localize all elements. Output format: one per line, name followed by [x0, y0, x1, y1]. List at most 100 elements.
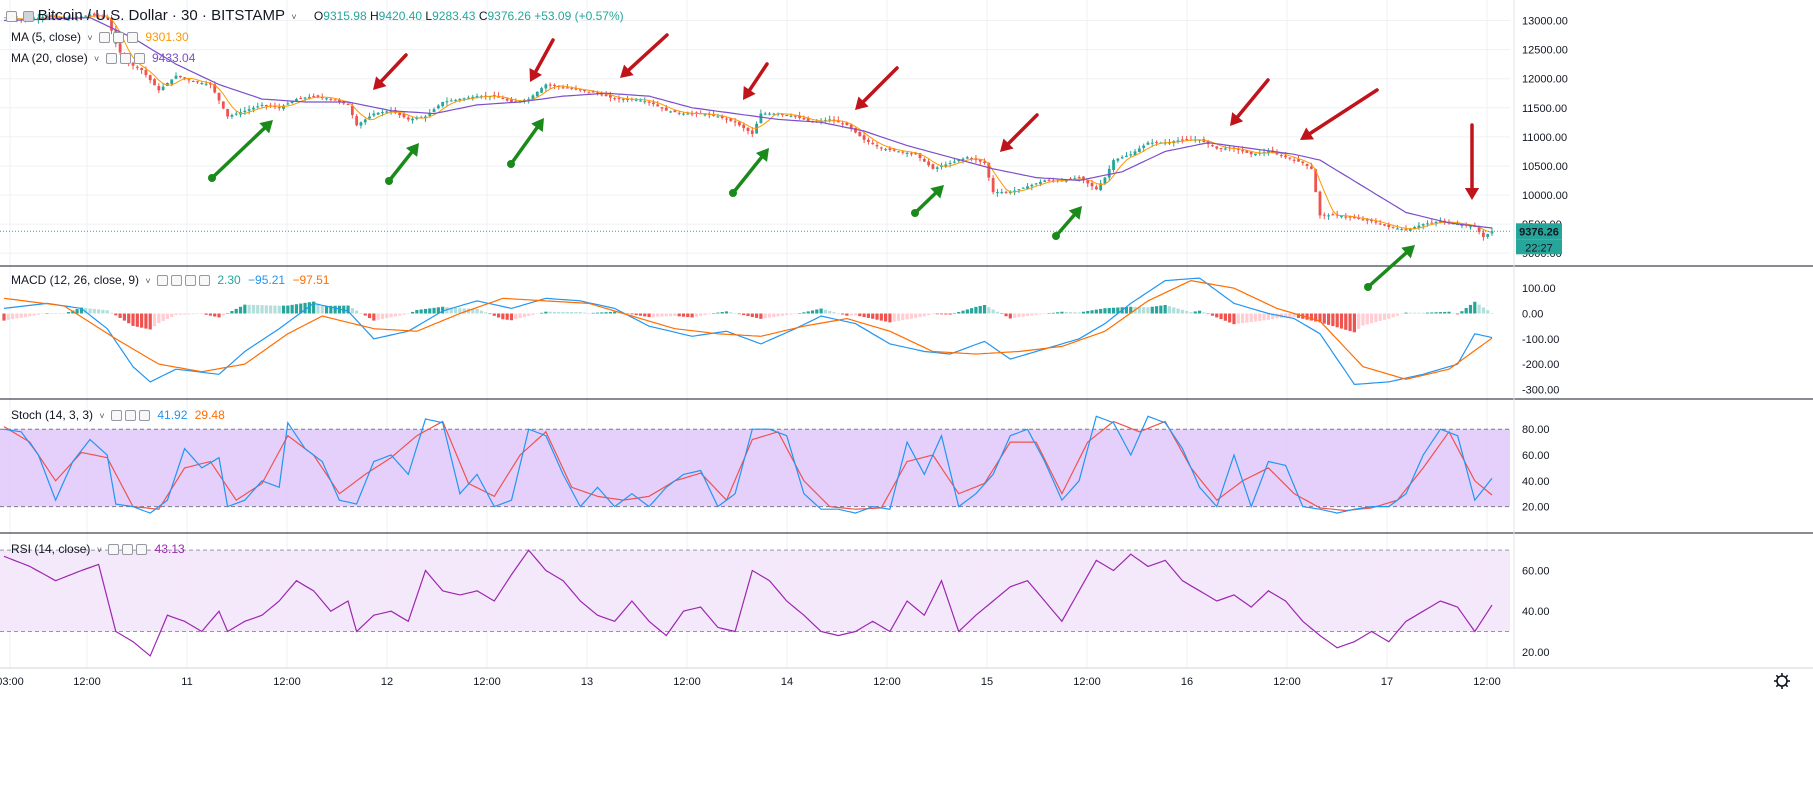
macd-hist-bar — [793, 313, 797, 315]
candle-body — [153, 79, 156, 86]
macd-hist-bar — [19, 313, 23, 318]
macd-hist-bar — [871, 313, 875, 319]
macd-hist-bar — [965, 309, 969, 314]
close-label: C — [478, 9, 488, 23]
macd-hist-bar — [436, 307, 440, 314]
candle-body — [729, 118, 733, 121]
eye-icon[interactable] — [111, 410, 122, 421]
candle-body — [789, 115, 793, 117]
symbol-legend[interactable]: Bitcoin / U.S. Dollar · 30 · BITSTAMP ˅ … — [6, 7, 624, 24]
chart-type-icon[interactable] — [23, 11, 35, 22]
close-icon[interactable] — [133, 53, 145, 64]
macd-hist-bar — [944, 313, 948, 315]
macd-hist-bar — [630, 313, 634, 315]
macd-hist-bar — [165, 313, 170, 319]
symbol-title: Bitcoin / U.S. Dollar · 30 · BITSTAMP — [37, 7, 285, 24]
candle-body — [660, 107, 664, 109]
chevron-down-icon[interactable]: ˅ — [96, 545, 102, 555]
candle-body — [1469, 226, 1472, 228]
candle-body — [604, 94, 608, 97]
ma20-legend[interactable]: MA (20, close) ˅ 9433.04 — [11, 51, 195, 65]
candle-body — [1309, 166, 1313, 169]
macd-hist-bar — [1245, 313, 1249, 323]
rsi-legend[interactable]: RSI (14, close) ˅ 43.13 — [11, 542, 185, 556]
macd-hist-bar — [1430, 312, 1434, 314]
candle-body — [948, 163, 952, 165]
arrow-up-head — [1401, 245, 1415, 259]
eye-icon[interactable] — [108, 544, 120, 555]
ma5-legend[interactable]: MA (5, close) ˅ 9301.30 — [11, 30, 189, 44]
macd-hist-bar — [1490, 313, 1494, 314]
gear-icon[interactable] — [112, 32, 124, 43]
arrow-down-head — [1464, 187, 1480, 200]
macd-hist-bar — [1318, 313, 1322, 323]
chevron-down-icon[interactable]: ˅ — [87, 33, 93, 43]
macd-hist-bar — [746, 313, 750, 317]
macd-hist-bar — [922, 313, 926, 317]
macd-hist-bar — [1438, 312, 1442, 314]
gear-tooth — [1784, 674, 1789, 679]
candle-body — [1374, 221, 1378, 223]
macd-hist-bar — [841, 313, 845, 315]
candle-body — [1301, 161, 1305, 164]
close-icon[interactable] — [126, 32, 138, 43]
macd-hist-bar — [1322, 313, 1326, 324]
macd-hist-bar — [148, 313, 152, 330]
arrow-up-shaft — [913, 191, 938, 215]
candle-body — [1340, 216, 1343, 218]
gear-icon[interactable] — [125, 410, 136, 421]
eye-icon[interactable] — [98, 32, 110, 43]
candle-body — [191, 81, 195, 83]
macd-hist-bar — [372, 313, 376, 321]
macd-hist-bar — [974, 306, 978, 314]
macd-hist-bar — [135, 313, 139, 327]
eye-icon[interactable] — [157, 275, 168, 286]
candle-body — [41, 16, 45, 19]
macd-hist-bar — [355, 310, 359, 314]
chevron-down-icon[interactable]: ˅ — [145, 276, 151, 286]
close-icon[interactable] — [136, 544, 148, 555]
candle-body — [596, 92, 599, 94]
close-icon[interactable] — [199, 275, 210, 286]
candle-body — [871, 142, 875, 145]
gear-icon[interactable] — [122, 544, 134, 555]
arrow-down-shaft — [861, 66, 899, 104]
macd-hist-bar — [660, 313, 664, 317]
chevron-down-icon[interactable]: ˅ — [99, 411, 105, 421]
gear-icon[interactable] — [171, 275, 182, 286]
collapse-icon[interactable] — [6, 11, 17, 22]
candle-body — [363, 119, 367, 123]
eye-icon[interactable] — [105, 53, 117, 64]
candle-body — [234, 113, 238, 115]
macd-tick-label: -200.00 — [1522, 359, 1559, 371]
macd-hist-bar — [1094, 309, 1098, 314]
macd-legend[interactable]: MACD (12, 26, close, 9) ˅ 2.30 −95.21 −9… — [11, 273, 329, 287]
macd-hist-bar — [264, 305, 268, 314]
candle-body — [411, 118, 414, 121]
macd-hist-bar — [122, 313, 127, 321]
chevron-down-icon[interactable]: ˅ — [94, 54, 100, 64]
stoch-legend[interactable]: Stoch (14, 3, 3) ˅ 41.92 29.48 — [11, 408, 225, 422]
settings-gear-icon[interactable] — [1774, 673, 1790, 689]
close-icon[interactable] — [139, 410, 150, 421]
macd-hist-bar — [1292, 313, 1296, 318]
gear-icon[interactable] — [119, 53, 131, 64]
candle-body — [110, 18, 113, 31]
candle-body — [1486, 234, 1490, 237]
macd-hist-bar — [978, 305, 982, 314]
chevron-down-icon[interactable]: ˅ — [291, 12, 297, 22]
candle-body — [1288, 157, 1292, 159]
time-tick-label: 12:00 — [873, 676, 901, 688]
arrow-up — [507, 118, 544, 168]
macd-hist-bar — [208, 313, 213, 316]
macd-hist-bar — [711, 313, 716, 314]
time-tick-label: 15 — [981, 676, 993, 688]
candle-body — [613, 98, 617, 100]
candle-body — [221, 101, 225, 109]
time-tick-label: 12:00 — [473, 676, 501, 688]
candle-body — [424, 116, 427, 119]
pin-icon[interactable] — [185, 275, 196, 286]
last-price-text: 9376.26 — [1519, 226, 1559, 238]
candle-body — [58, 17, 62, 19]
